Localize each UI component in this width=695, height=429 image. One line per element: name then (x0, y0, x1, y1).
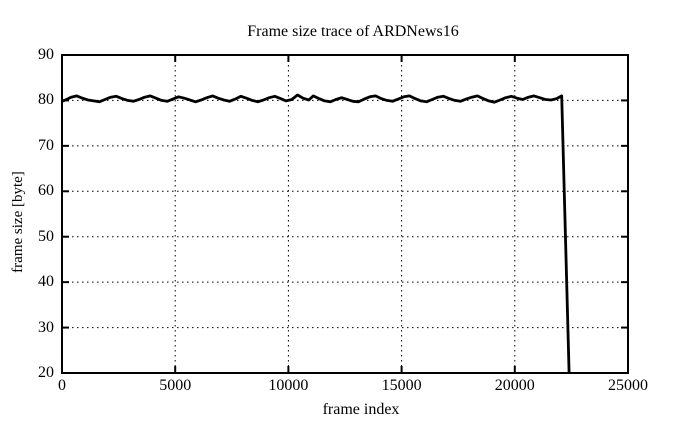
data-line (62, 93, 571, 373)
y-tick-label: 70 (38, 136, 54, 154)
plot-border (61, 54, 629, 374)
x-tick-label: 20000 (494, 377, 535, 394)
x-tick-label: 25000 (608, 377, 648, 394)
y-tick-label: 20 (38, 364, 54, 381)
y-tick-label: 40 (38, 273, 54, 291)
y-tick-label: 60 (38, 182, 54, 200)
chart-title: Frame size trace of ARDNews16 (247, 23, 459, 40)
x-axis-label: frame index (322, 401, 400, 418)
y-tick-label: 80 (38, 91, 54, 109)
x-tick-label: 10000 (268, 377, 309, 394)
x-tick-label: 5000 (159, 377, 192, 394)
y-tick-label: 30 (38, 318, 54, 336)
y-tick-label: 90 (38, 46, 54, 63)
y-tick-label: 50 (38, 227, 54, 245)
x-tick-label: 0 (58, 377, 66, 394)
x-tick-label: 15000 (381, 377, 422, 394)
